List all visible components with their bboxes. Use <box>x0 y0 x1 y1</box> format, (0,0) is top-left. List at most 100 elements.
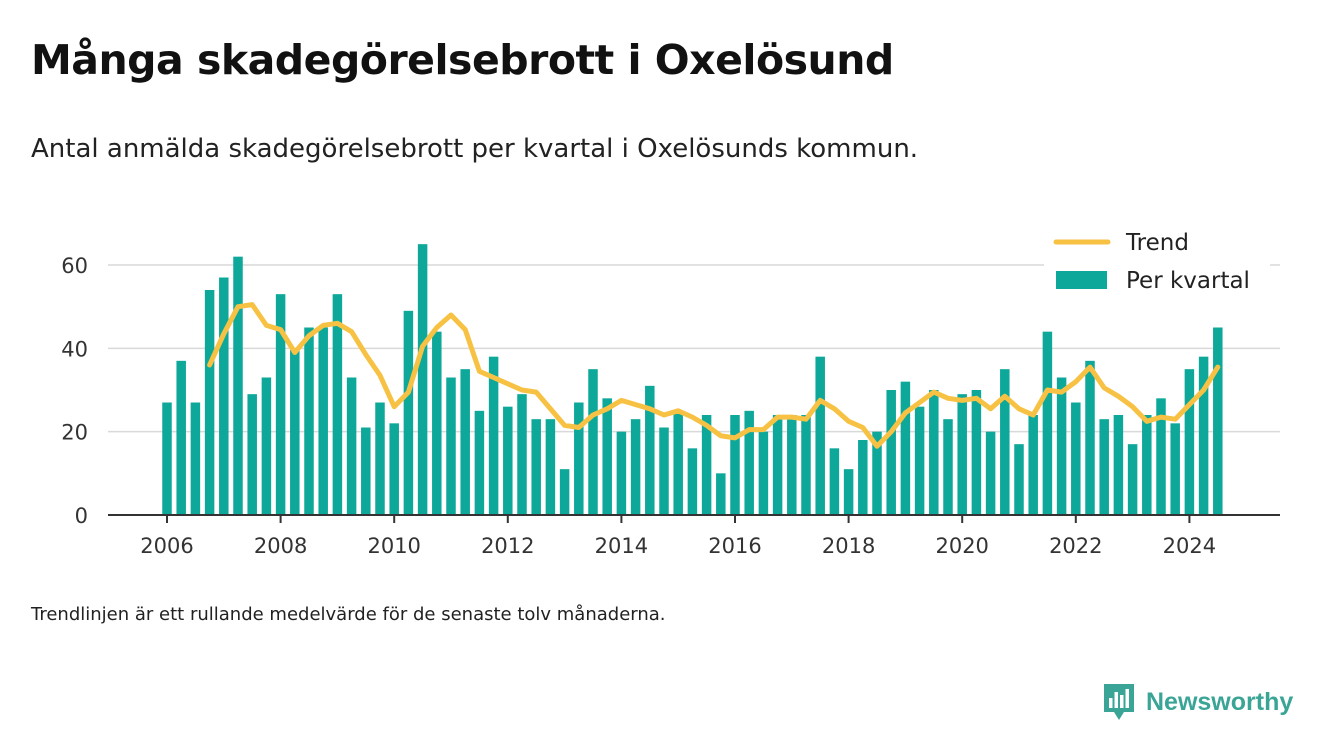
x-tick-label: 2008 <box>254 534 307 558</box>
bar <box>602 398 612 515</box>
bar <box>1213 327 1223 515</box>
bar <box>872 431 882 515</box>
bar-line-chart: 0 20 40 60 2006 2008 2010 2012 2014 2016 2018 2020… <box>61 222 1280 558</box>
bar <box>559 469 570 515</box>
bar <box>758 431 769 515</box>
y-axis-ticks: 0 20 40 60 <box>61 254 88 528</box>
bar <box>843 469 854 515</box>
bar <box>588 369 598 515</box>
bar <box>1156 398 1166 515</box>
bar <box>261 377 272 515</box>
bar <box>460 369 470 515</box>
bar <box>1198 356 1209 515</box>
trend-line <box>207 302 1221 449</box>
bar <box>1056 377 1067 515</box>
bar <box>375 402 385 515</box>
chart-subtitle: Antal anmälda skadegörelsebrott per kvar… <box>31 134 919 164</box>
x-tick-label: 2014 <box>595 534 648 558</box>
bar <box>290 348 300 515</box>
bar <box>1042 331 1053 515</box>
bar <box>730 415 740 515</box>
bar <box>204 290 215 515</box>
bar <box>1014 444 1024 515</box>
bar <box>716 473 726 515</box>
bar <box>815 356 825 515</box>
legend-bars-swatch <box>1056 271 1107 289</box>
bar <box>304 327 314 515</box>
bar <box>389 423 399 515</box>
bar <box>829 448 840 515</box>
bar <box>275 294 286 515</box>
bar <box>787 415 797 515</box>
bar <box>1170 423 1180 515</box>
bar <box>417 244 428 515</box>
bar <box>801 415 811 515</box>
y-tick-label: 40 <box>61 337 88 361</box>
x-tick-label: 2006 <box>140 534 193 558</box>
bar <box>332 294 343 515</box>
bar <box>886 390 896 515</box>
bar <box>971 390 982 515</box>
bar <box>318 327 328 515</box>
bar <box>957 394 967 515</box>
bar <box>687 448 698 515</box>
bar <box>503 406 513 515</box>
bar <box>346 377 357 515</box>
brand-name: Newsworthy <box>1146 687 1294 716</box>
bar <box>858 440 868 515</box>
bar <box>403 310 414 515</box>
legend: Trend Per kvartal <box>1044 222 1270 302</box>
bar <box>701 415 712 515</box>
x-axis-ticks: 2006 2008 2010 2012 2014 2016 2018 2020 2022 2024 <box>140 515 1216 558</box>
bar <box>1028 415 1038 515</box>
bar <box>985 431 996 515</box>
x-tick-label: 2012 <box>481 534 534 558</box>
bar <box>233 256 243 515</box>
bar <box>943 419 953 515</box>
footnote: Trendlinjen är ett rullande medelvärde f… <box>31 604 666 625</box>
brand-logo[interactable]: Newsworthy <box>1102 681 1293 723</box>
newsworthy-logo-icon <box>1104 684 1134 720</box>
bar <box>574 402 584 515</box>
bar <box>1000 369 1010 515</box>
legend-bars-label: Per kvartal <box>1126 268 1250 294</box>
bar <box>247 394 257 515</box>
bar <box>190 402 201 515</box>
x-tick-label: 2016 <box>708 534 761 558</box>
bar <box>219 277 229 515</box>
y-tick-label: 60 <box>61 254 88 278</box>
x-tick-label: 2010 <box>367 534 420 558</box>
bar <box>659 427 669 515</box>
bar <box>446 377 456 515</box>
bar <box>1142 415 1152 515</box>
bar <box>1184 369 1195 515</box>
bar <box>474 410 485 515</box>
bar <box>1127 444 1138 515</box>
bar <box>673 410 683 515</box>
x-tick-label: 2018 <box>822 534 875 558</box>
bar <box>772 415 783 515</box>
bar <box>545 419 556 515</box>
bar <box>162 402 172 515</box>
legend-trend-label: Trend <box>1125 230 1189 256</box>
bar <box>432 331 442 515</box>
bar <box>645 385 655 515</box>
bar <box>361 427 371 515</box>
bar <box>1113 415 1124 515</box>
bar <box>1099 419 1109 515</box>
bar <box>900 381 911 515</box>
bar <box>1071 402 1081 515</box>
y-tick-label: 0 <box>75 504 88 528</box>
bar <box>744 410 754 515</box>
bar <box>531 419 541 515</box>
bar <box>630 419 641 515</box>
bar <box>176 360 186 515</box>
bar <box>1085 360 1095 515</box>
x-tick-label: 2024 <box>1163 534 1216 558</box>
chart-title: Många skadegörelsebrott i Oxelösund <box>31 36 894 84</box>
x-tick-label: 2020 <box>935 534 988 558</box>
bar-series <box>162 244 1223 515</box>
bar <box>914 406 925 515</box>
x-tick-label: 2022 <box>1049 534 1102 558</box>
bar <box>517 394 527 515</box>
